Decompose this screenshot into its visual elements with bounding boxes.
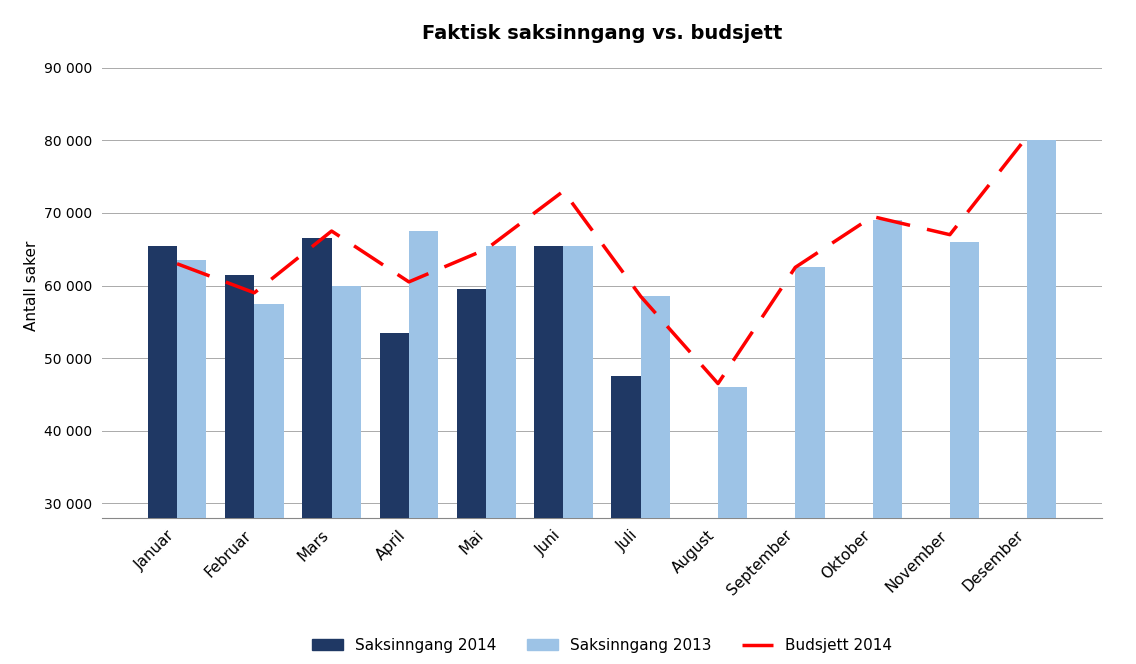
Bar — [332, 286, 361, 664]
Bar — [486, 246, 516, 664]
Bar — [409, 231, 438, 664]
Bar — [534, 246, 563, 664]
Bar — [611, 376, 641, 664]
Bar — [302, 238, 332, 664]
Bar — [872, 220, 902, 664]
Bar — [457, 289, 486, 664]
Y-axis label: Antall saker: Antall saker — [24, 240, 39, 331]
Bar — [795, 268, 825, 664]
Bar — [950, 242, 979, 664]
Title: Faktisk saksinngang vs. budsjett: Faktisk saksinngang vs. budsjett — [421, 24, 783, 43]
Bar — [379, 333, 409, 664]
Bar — [1027, 140, 1056, 664]
Bar — [718, 387, 747, 664]
Bar — [563, 246, 593, 664]
Legend: Saksinngang 2014, Saksinngang 2013, Budsjett 2014: Saksinngang 2014, Saksinngang 2013, Buds… — [307, 631, 897, 659]
Bar — [641, 296, 670, 664]
Bar — [177, 260, 207, 664]
Bar — [254, 303, 284, 664]
Bar — [148, 246, 177, 664]
Bar — [225, 275, 254, 664]
